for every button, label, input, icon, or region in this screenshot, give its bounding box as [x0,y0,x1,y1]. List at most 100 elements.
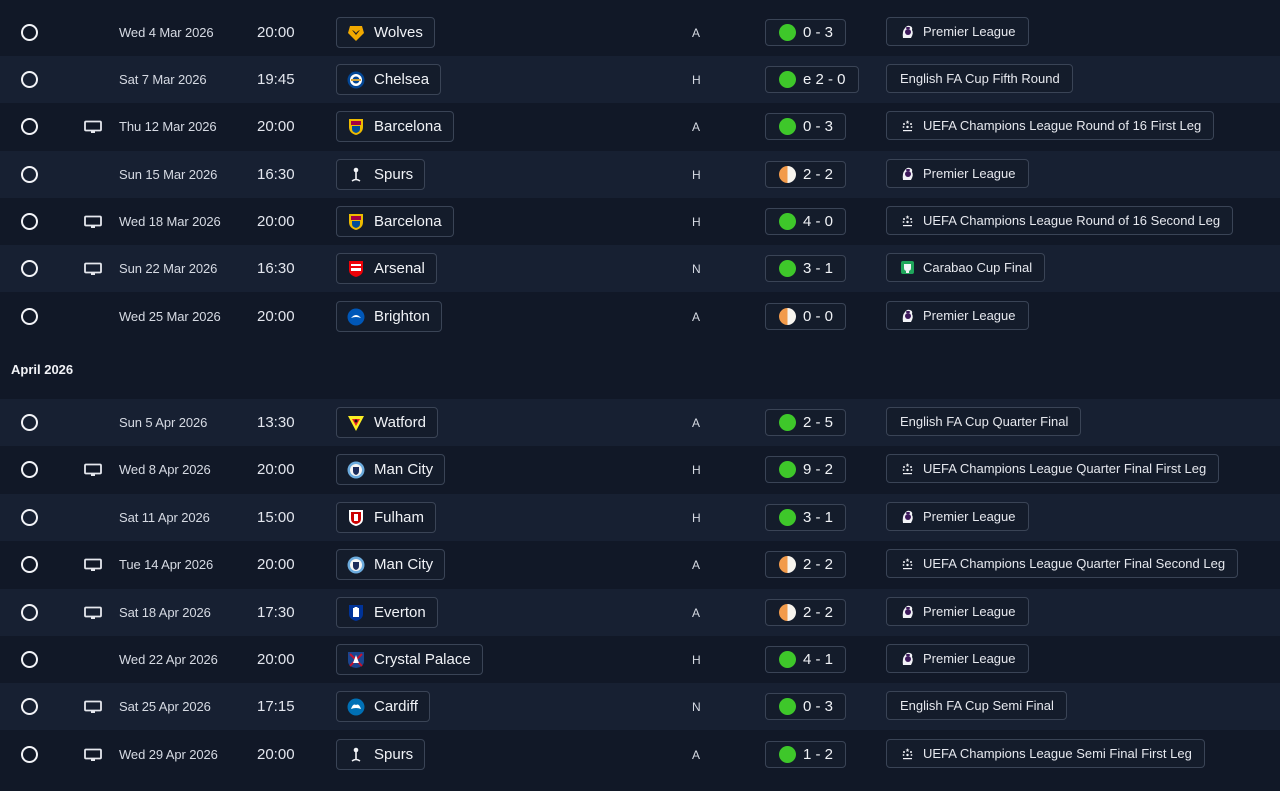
select-radio[interactable] [21,698,38,715]
select-radio[interactable] [21,746,38,763]
select-radio[interactable] [21,308,38,325]
fixture-row[interactable]: Thu 12 Mar 2026 20:00 Barcelona A 0 - 3 UEFA … [0,103,1280,150]
opponent-button[interactable]: Man City [336,549,446,580]
result-button[interactable]: 4 - 1 [765,646,847,673]
fixture-row[interactable]: Tue 14 Apr 2026 20:00 Man City A 2 - 2 UEFA C… [0,541,1280,588]
fixture-row[interactable]: Wed 29 Apr 2026 20:00 Spurs A 1 - 2 UEFA Cham… [0,731,1280,778]
competition-button[interactable]: Premier League [886,644,1029,673]
result-button[interactable]: e 2 - 0 [765,66,859,93]
fixture-row[interactable]: Wed 8 Apr 2026 20:00 Man City H 9 - 2 UEFA Ch… [0,446,1280,493]
fixture-time: 20:00 [257,556,295,573]
score: 9 - 2 [803,461,834,478]
result-button[interactable]: 3 - 1 [765,504,847,531]
result-button[interactable]: 4 - 0 [765,208,847,235]
fixture-row[interactable]: Wed 18 Mar 2026 20:00 Barcelona H 4 - 0 UEFA … [0,198,1280,245]
fixture-date: Wed 18 Mar 2026 [119,214,221,229]
fixture-row[interactable]: Sat 25 Apr 2026 17:15 Cardiff N 0 - 3 English… [0,683,1280,730]
select-radio[interactable] [21,604,38,621]
result-button[interactable]: 0 - 0 [765,303,847,330]
opponent-name: Everton [374,604,426,621]
competition-button[interactable]: Premier League [886,17,1029,46]
opponent-button[interactable]: Spurs [336,739,426,770]
competition-button[interactable]: Premier League [886,301,1029,330]
opponent-button[interactable]: Everton [336,597,438,628]
opponent-button[interactable]: Wolves [336,17,435,48]
competition-name: English FA Cup Semi Final [900,698,1054,713]
result-button[interactable]: 2 - 2 [765,551,847,578]
select-radio[interactable] [21,461,38,478]
venue-label: H [692,510,701,525]
select-radio[interactable] [21,556,38,573]
opponent-button[interactable]: Brighton [336,301,442,332]
select-radio[interactable] [21,260,38,277]
opponent-button[interactable]: Spurs [336,159,426,190]
fixture-date: Sun 5 Apr 2026 [119,415,208,430]
result-button[interactable]: 0 - 3 [765,693,847,720]
opponent-button[interactable]: Arsenal [336,253,437,284]
competition-button[interactable]: UEFA Champions League Round of 16 First … [886,111,1215,140]
result-button[interactable]: 0 - 3 [765,19,847,46]
competition-button[interactable]: English FA Cup Fifth Round [886,64,1073,93]
score: 0 - 3 [803,24,834,41]
select-radio[interactable] [21,651,38,668]
competition-button[interactable]: UEFA Champions League Semi Final First L… [886,739,1205,768]
fixture-row[interactable]: Sat 18 Apr 2026 17:30 Everton A 2 - 2 Premier… [0,589,1280,636]
competition-button[interactable]: Carabao Cup Final [886,253,1046,282]
competition-button[interactable]: UEFA Champions League Round of 16 Second… [886,206,1234,235]
opponent-button[interactable]: Fulham [336,502,437,533]
opponent-button[interactable]: Cardiff [336,691,430,722]
select-radio[interactable] [21,118,38,135]
result-button[interactable]: 1 - 2 [765,741,847,768]
score: 1 - 2 [803,746,834,763]
select-radio[interactable] [21,213,38,230]
result-button[interactable]: 9 - 2 [765,456,847,483]
fixture-row[interactable]: Sun 15 Mar 2026 16:30 Spurs H 2 - 2 Premier L… [0,151,1280,198]
fixture-time: 20:00 [257,651,295,668]
fixture-date: Wed 8 Apr 2026 [119,462,211,477]
competition-button[interactable]: Premier League [886,502,1029,531]
result-button[interactable]: 2 - 5 [765,409,847,436]
result-button[interactable]: 0 - 3 [765,113,847,140]
select-radio[interactable] [21,71,38,88]
competition-button[interactable]: English FA Cup Semi Final [886,691,1067,720]
fixture-row[interactable]: Wed 4 Mar 2026 20:00 Wolves A 0 - 3 Premier L… [0,9,1280,56]
fixture-row[interactable]: Sat 11 Apr 2026 15:00 Fulham H 3 - 1 Premier … [0,494,1280,541]
competition-name: UEFA Champions League Round of 16 Second… [923,213,1221,228]
venue-label: A [692,309,701,324]
opponent-button[interactable]: Man City [336,454,446,485]
opponent-name: Chelsea [374,71,430,88]
competition-name: English FA Cup Fifth Round [900,71,1060,86]
fixture-row[interactable]: Wed 22 Apr 2026 20:00 Crystal Palace H 4 - 1… [0,636,1280,683]
fixture-time: 20:00 [257,118,295,135]
competition-button[interactable]: UEFA Champions League Quarter Final Firs… [886,454,1220,483]
fixture-time: 20:00 [257,24,295,41]
select-radio[interactable] [21,24,38,41]
select-radio[interactable] [21,166,38,183]
fixture-row[interactable]: Wed 25 Mar 2026 20:00 Brighton A 0 - 0 Premie… [0,293,1280,340]
select-radio[interactable] [21,414,38,431]
opponent-name: Wolves [374,24,423,41]
competition-name: Premier League [923,166,1016,181]
fixture-row[interactable]: Sun 5 Apr 2026 13:30 Watford A 2 - 5 English … [0,399,1280,446]
win-indicator-icon [779,414,796,431]
competition-button[interactable]: English FA Cup Quarter Final [886,407,1082,436]
fixture-date: Wed 22 Apr 2026 [119,652,218,667]
opponent-button[interactable]: Chelsea [336,64,442,95]
competition-button[interactable]: Premier League [886,597,1029,626]
result-button[interactable]: 3 - 1 [765,255,847,282]
opponent-button[interactable]: Barcelona [336,206,454,237]
fixture-time: 20:00 [257,461,295,478]
fixture-row[interactable]: Sun 22 Mar 2026 16:30 Arsenal N 3 - 1 Carabao… [0,245,1280,292]
result-button[interactable]: 2 - 2 [765,599,847,626]
opponent-button[interactable]: Watford [336,407,438,438]
opponent-button[interactable]: Barcelona [336,111,454,142]
competition-button[interactable]: Premier League [886,159,1029,188]
competition-button[interactable]: UEFA Champions League Quarter Final Seco… [886,549,1239,578]
opponent-button[interactable]: Crystal Palace [336,644,483,675]
win-indicator-icon [779,118,796,135]
select-radio[interactable] [21,509,38,526]
result-button[interactable]: 2 - 2 [765,161,847,188]
venue-label: H [692,652,701,667]
score: 0 - 3 [803,698,834,715]
